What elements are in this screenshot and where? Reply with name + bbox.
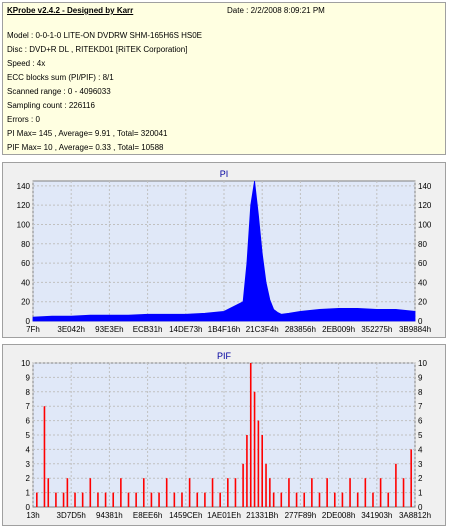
pif-ytick-left: 10 [21, 359, 30, 368]
info-disc: Disc : DVD+R DL , RITEKD01 [RiTEK Corpor… [7, 45, 188, 54]
pi-xtick-label: 93E3Eh [95, 325, 123, 334]
pi-chart-panel: PI 0 0 20 20 40 40 60 60 80 80 100 100 120 120 140 140 7F… [2, 162, 446, 338]
pif-ytick-right: 5 [418, 431, 423, 440]
pi-ytick-left: 20 [21, 298, 30, 307]
pif-xtick-label: 21331Bh [246, 511, 278, 520]
info-ecc: ECC blocks sum (PI/PIF) : 8/1 [7, 73, 114, 82]
pi-ytick-left: 80 [21, 240, 30, 249]
pi-ytick-left: 40 [21, 278, 30, 287]
pif-ytick-right: 9 [418, 373, 423, 382]
pi-series-area [32, 180, 416, 322]
pif-ytick-right: 1 [418, 489, 423, 498]
pi-xtick-label: 7Fh [26, 325, 40, 334]
pif-ytick-right: 6 [418, 417, 423, 426]
pi-ytick-right: 100 [418, 220, 432, 229]
pi-ytick-right: 20 [418, 298, 427, 307]
pi-xtick-label: 283856h [285, 325, 316, 334]
info-pi-summary: PI Max= 145 , Average= 9.91 , Total= 320… [7, 129, 168, 138]
pi-ytick-right: 60 [418, 259, 427, 268]
pif-xtick-label: 277F89h [285, 511, 317, 520]
pi-ytick-right: 80 [418, 240, 427, 249]
pi-xtick-label: 14DE73h [169, 325, 202, 334]
pi-ytick-right: 120 [418, 201, 432, 210]
pif-ytick-right: 10 [418, 359, 427, 368]
info-panel: KProbe v2.4.2 - Designed by Karr Date : … [2, 2, 446, 155]
pif-chart-panel: PIF 0 0 1 1 2 2 3 3 4 4 5 5 6 6 7 7 8 8 9 9 10 10 13h 3D7D5h 9438… [2, 344, 446, 526]
pif-xtick-label: 1459CEh [169, 511, 202, 520]
pif-ytick-right: 8 [418, 388, 423, 397]
pif-xtick-label: 2DE008h [322, 511, 355, 520]
pif-ytick-left: 8 [26, 388, 31, 397]
pif-xtick-label: 13h [26, 511, 39, 520]
info-speed: Speed : 4x [7, 59, 46, 68]
pif-title: PIF [217, 351, 232, 361]
pif-xtick-label: 3A8812h [399, 511, 431, 520]
scan-date: Date : 2/2/2008 8:09:21 PM [227, 6, 325, 15]
pif-ytick-right: 2 [418, 474, 423, 483]
app-title: KProbe v2.4.2 - Designed by Karr [7, 6, 134, 15]
pif-ytick-left: 2 [26, 474, 31, 483]
info-errors: Errors : 0 [7, 115, 40, 124]
pif-ytick-left: 0 [26, 503, 31, 512]
pi-ytick-left: 60 [21, 259, 30, 268]
pif-ytick-left: 6 [26, 417, 31, 426]
pif-ytick-left: 5 [26, 431, 31, 440]
pif-xtick-label: 3D7D5h [57, 511, 86, 520]
pi-xtick-label: 3E042h [57, 325, 85, 334]
pif-xtick-label: 1AE01Eh [207, 511, 241, 520]
pif-ytick-right: 7 [418, 402, 423, 411]
pif-ytick-right: 0 [418, 503, 423, 512]
pif-ytick-right: 3 [418, 460, 423, 469]
pif-xtick-label: E8EE6h [133, 511, 162, 520]
info-pif-summary: PIF Max= 10 , Average= 0.33 , Total= 105… [7, 143, 164, 152]
pif-chart: PIF 0 0 1 1 2 2 3 3 4 4 5 5 6 6 7 7 8 8 9 9 10 10 13h 3D7D5h 9438… [21, 351, 431, 520]
pi-xtick-label: 1B4F16h [208, 325, 240, 334]
pi-xtick-label: 3B9884h [399, 325, 431, 334]
pi-xtick-label: 21C3F4h [246, 325, 279, 334]
info-range: Scanned range : 0 - 4096033 [7, 87, 111, 96]
pif-ytick-left: 1 [26, 489, 31, 498]
pi-title: PI [220, 169, 229, 179]
pi-ytick-left: 140 [17, 182, 31, 191]
pif-ytick-left: 7 [26, 402, 31, 411]
pif-ytick-left: 9 [26, 373, 31, 382]
info-model: Model : 0-0-1-0 LITE-ON DVDRW SHM-165H6S… [7, 31, 203, 40]
pif-ytick-left: 3 [26, 460, 31, 469]
pif-ytick-right: 4 [418, 445, 423, 454]
pi-ytick-right: 140 [418, 182, 432, 191]
pi-xtick-label: 2EB009h [322, 325, 355, 334]
pi-xtick-label: ECB31h [133, 325, 163, 334]
pi-ytick-right: 40 [418, 278, 427, 287]
pi-ytick-left: 120 [17, 201, 31, 210]
pi-ytick-left: 100 [17, 220, 31, 229]
pif-ytick-left: 4 [26, 445, 31, 454]
pi-xtick-label: 352275h [361, 325, 392, 334]
pif-xtick-label: 341903h [361, 511, 392, 520]
pi-chart: PI 0 0 20 20 40 40 60 60 80 80 100 100 120 120 140 140 7F… [17, 169, 432, 334]
pi-ytick-right: 0 [418, 317, 423, 326]
pif-xtick-label: 94381h [96, 511, 123, 520]
info-sampling: Sampling count : 226116 [7, 101, 95, 110]
pi-ytick-left: 0 [26, 317, 31, 326]
